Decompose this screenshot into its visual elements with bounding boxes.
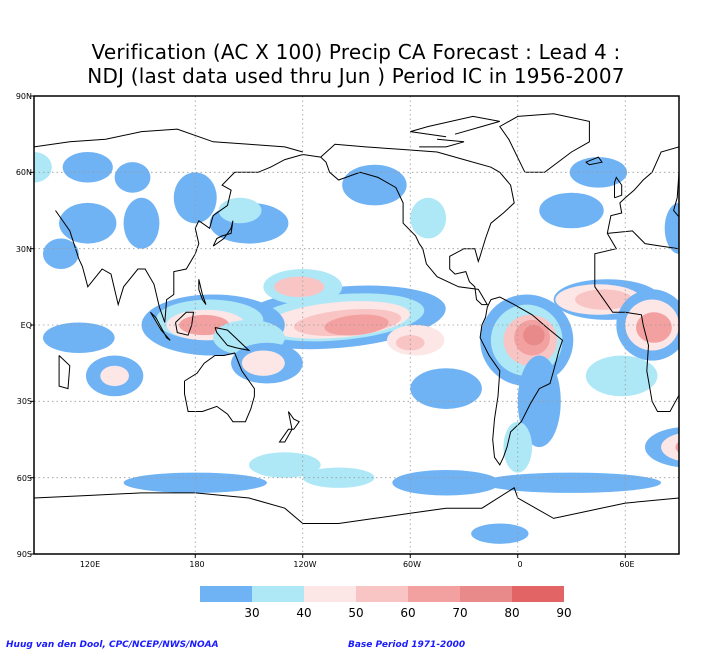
coastline bbox=[150, 311, 171, 341]
skill-contour bbox=[241, 350, 285, 376]
skill-contour bbox=[62, 151, 113, 183]
lat-label-60s: 60S bbox=[16, 474, 32, 483]
legend-swatch-40-50 bbox=[252, 586, 304, 602]
skill-contour bbox=[114, 162, 151, 193]
skill-contour bbox=[585, 355, 658, 397]
coastline bbox=[198, 279, 207, 305]
coastline bbox=[34, 487, 679, 524]
legend-label-30: 30 bbox=[244, 606, 260, 620]
legend-swatch-90-plus bbox=[512, 586, 564, 602]
coastline bbox=[184, 352, 255, 423]
coastline bbox=[479, 296, 564, 466]
lon-label-120e: 120E bbox=[79, 560, 101, 569]
legend-label-80: 80 bbox=[504, 606, 520, 620]
coastline bbox=[410, 115, 500, 138]
skill-contour bbox=[123, 472, 267, 493]
lon-label-180: 180 bbox=[189, 560, 205, 569]
skill-contour bbox=[471, 523, 529, 544]
coastline bbox=[34, 128, 303, 153]
lat-label-60n: 60N bbox=[15, 168, 32, 177]
skill-contour bbox=[675, 441, 679, 453]
coastline bbox=[320, 143, 515, 306]
skill-contour bbox=[42, 238, 79, 270]
lon-label-120w: 120W bbox=[293, 560, 317, 569]
credit-base-period: Base Period 1971-2000 bbox=[348, 640, 466, 650]
skill-contour bbox=[539, 192, 604, 229]
skill-contour bbox=[481, 472, 662, 493]
skill-contour bbox=[395, 335, 425, 351]
skill-contour bbox=[410, 197, 447, 239]
lon-label-60e: 60E bbox=[619, 560, 635, 569]
lat-label-90s: 90S bbox=[16, 550, 32, 559]
legend-label-50: 50 bbox=[348, 606, 364, 620]
skill-contour bbox=[664, 202, 679, 254]
legend-swatch-80-90 bbox=[460, 586, 512, 602]
coastline bbox=[594, 230, 679, 412]
coastline bbox=[419, 138, 465, 148]
legend-label-70: 70 bbox=[452, 606, 468, 620]
skill-contour bbox=[100, 365, 129, 387]
skill-contour bbox=[302, 467, 375, 488]
coastline bbox=[614, 176, 623, 199]
skill-contour bbox=[324, 314, 389, 336]
skill-contour bbox=[123, 197, 160, 249]
map-title-line-2: NDJ (last data used thru Jun ) Period IC… bbox=[87, 64, 625, 88]
skill-contour bbox=[636, 312, 672, 343]
skill-contour bbox=[392, 470, 500, 496]
map-title-line-1: Verification (AC X 100) Precip CA Foreca… bbox=[91, 40, 621, 64]
legend-swatch-30-40 bbox=[200, 586, 252, 602]
lon-label-0: 0 bbox=[517, 560, 523, 569]
skill-contour bbox=[410, 368, 482, 409]
lon-label-60w: 60W bbox=[402, 560, 422, 569]
coastline bbox=[278, 411, 300, 443]
coastline bbox=[606, 146, 679, 234]
legend-label-60: 60 bbox=[400, 606, 416, 620]
lat-label-30s: 30S bbox=[16, 397, 32, 406]
skill-contour bbox=[218, 197, 262, 224]
legend-swatch-60-70 bbox=[356, 586, 408, 602]
coastline bbox=[585, 156, 603, 166]
skill-contour bbox=[342, 164, 407, 206]
legend-label-90: 90 bbox=[556, 606, 572, 620]
lat-label-90n: 90N bbox=[15, 92, 32, 101]
credit-author: Huug van den Dool, CPC/NCEP/NWS/NOAA bbox=[6, 640, 219, 650]
legend-label-40: 40 bbox=[296, 606, 312, 620]
skill-shading bbox=[34, 151, 679, 544]
skill-contour bbox=[569, 157, 628, 188]
legend-swatch-50-60 bbox=[304, 586, 356, 602]
skill-contour bbox=[523, 325, 545, 346]
skill-contour bbox=[173, 172, 217, 224]
lat-label-eq: EQ bbox=[20, 321, 32, 330]
coastline bbox=[214, 327, 251, 352]
skill-contour bbox=[274, 276, 325, 298]
skill-contour bbox=[59, 202, 117, 244]
coastline bbox=[55, 153, 321, 323]
coastline bbox=[499, 113, 590, 173]
skill-contour bbox=[34, 151, 52, 183]
coastline bbox=[212, 220, 234, 247]
coastline bbox=[58, 355, 71, 390]
skill-contour bbox=[249, 452, 321, 478]
lat-label-30n: 30N bbox=[15, 245, 32, 254]
legend-swatch-70-80 bbox=[408, 586, 460, 602]
coastlines bbox=[34, 113, 679, 524]
skill-contour bbox=[661, 433, 679, 461]
skill-contour bbox=[42, 322, 115, 353]
